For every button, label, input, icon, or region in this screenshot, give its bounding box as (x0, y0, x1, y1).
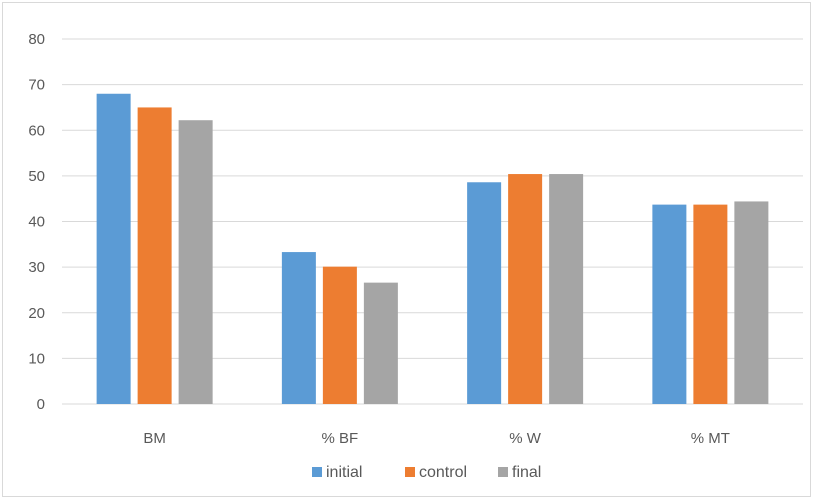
y-tick-label: 40 (28, 214, 45, 231)
y-tick-label: 30 (28, 259, 45, 276)
y-axis-ticks: 0 10 20 30 40 50 60 70 80 (28, 31, 45, 413)
y-tick-label: 20 (28, 305, 45, 322)
y-tick-label: 70 (28, 77, 45, 94)
x-tick-label: % W (509, 430, 542, 447)
legend-label-control: control (419, 464, 467, 481)
legend-swatch-final (498, 467, 508, 477)
y-tick-label: 0 (37, 396, 45, 413)
y-tick-label: 60 (28, 122, 45, 139)
bar-initial-0 (96, 93, 131, 404)
y-tick-label: 10 (28, 350, 45, 367)
bar-final-2 (549, 174, 584, 404)
bar-initial-3 (652, 204, 687, 404)
bar-initial-1 (281, 252, 316, 404)
legend-swatch-initial (312, 467, 322, 477)
bar-control-1 (322, 266, 357, 404)
legend-label-final: final (512, 464, 541, 481)
x-axis-ticks: BM % BF % W % MT (143, 430, 730, 447)
x-tick-label: % MT (691, 430, 730, 447)
bar-final-0 (178, 120, 213, 405)
bars (96, 93, 769, 405)
bar-control-2 (508, 174, 543, 404)
gridlines (62, 38, 803, 405)
bar-final-3 (734, 201, 769, 404)
bar-initial-2 (467, 182, 502, 404)
legend-swatch-control (405, 467, 415, 477)
y-tick-label: 80 (28, 31, 45, 48)
x-tick-label: % BF (322, 430, 359, 447)
y-tick-label: 50 (28, 168, 45, 185)
legend-label-initial: initial (326, 464, 362, 481)
x-tick-label: BM (143, 430, 166, 447)
bar-control-3 (693, 204, 728, 404)
bar-final-1 (363, 282, 398, 404)
legend: initial control final (312, 464, 541, 481)
bar-control-0 (137, 107, 172, 404)
